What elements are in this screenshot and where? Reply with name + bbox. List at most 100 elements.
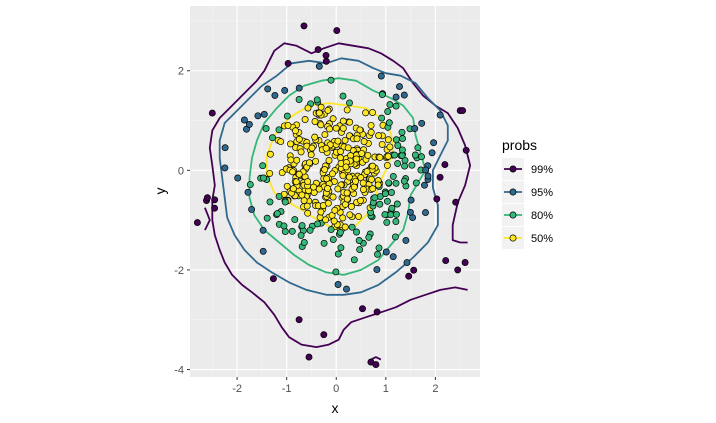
data-point: [297, 148, 305, 156]
data-point: [330, 217, 338, 225]
legend-title: probs: [502, 137, 537, 153]
data-point: [295, 316, 303, 324]
data-point: [260, 174, 267, 182]
data-point: [389, 253, 397, 261]
x-tick-label: 0: [333, 383, 339, 395]
data-point: [322, 57, 330, 65]
data-point: [301, 116, 309, 123]
data-point: [320, 331, 328, 339]
data-point: [385, 119, 393, 127]
contour-line-95pct: [218, 57, 449, 296]
y-tick-label: -2: [174, 265, 184, 277]
data-point: [373, 308, 381, 316]
data-point: [266, 198, 274, 206]
data-point: [339, 117, 347, 125]
contour-layer: [204, 42, 471, 361]
data-point: [381, 190, 389, 198]
data-point: [259, 247, 267, 255]
data-point: [386, 143, 394, 151]
data-point: [284, 59, 292, 67]
data-point: [203, 194, 211, 202]
data-point: [367, 121, 375, 129]
legend: probs 99% 95% 80% 50%: [502, 137, 553, 249]
data-point: [234, 174, 242, 182]
y-tick-label: 0: [178, 165, 184, 177]
data-point: [324, 106, 332, 114]
data-point: [356, 246, 364, 254]
data-point: [393, 200, 401, 208]
data-point: [288, 227, 296, 235]
x-axis-title: x: [332, 400, 339, 416]
contour-line-99pct: [370, 356, 382, 361]
data-point: [398, 146, 406, 154]
data-point: [391, 151, 399, 159]
data-point: [436, 111, 444, 119]
data-point: [266, 169, 274, 177]
data-point: [337, 148, 345, 156]
data-point: [308, 144, 316, 152]
data-point: [356, 126, 364, 134]
data-point: [332, 124, 340, 132]
data-point: [322, 144, 330, 152]
data-point: [291, 216, 299, 224]
data-point: [352, 155, 360, 163]
data-point: [407, 196, 415, 204]
data-point: [393, 210, 400, 218]
data-point: [357, 197, 364, 205]
contour-line-99pct: [204, 207, 211, 231]
data-point: [339, 214, 347, 222]
data-point: [405, 272, 413, 280]
data-point: [353, 135, 361, 143]
data-point: [306, 226, 314, 234]
data-point: [329, 115, 337, 123]
data-point: [359, 305, 366, 313]
data-point: [339, 124, 347, 132]
data-point: [314, 46, 322, 54]
legend-key-point: [509, 234, 517, 242]
data-point: [312, 157, 320, 165]
legend-label: 95%: [531, 187, 553, 199]
data-point: [382, 248, 390, 256]
data-point: [383, 197, 391, 205]
data-point: [321, 166, 329, 174]
data-point: [321, 131, 329, 139]
data-point: [392, 136, 400, 144]
data-point: [211, 196, 219, 204]
data-point: [193, 219, 201, 227]
data-point: [317, 103, 325, 111]
data-point: [386, 101, 394, 109]
data-point: [428, 149, 436, 157]
data-point: [325, 157, 333, 164]
data-point: [430, 139, 438, 147]
data-point: [317, 208, 325, 216]
data-point: [269, 134, 276, 142]
data-point: [298, 222, 306, 230]
data-point: [320, 239, 328, 247]
data-point: [248, 205, 256, 213]
data-point: [373, 266, 381, 274]
data-point: [283, 112, 291, 120]
panel-background: [190, 6, 480, 377]
data-point: [348, 223, 356, 231]
data-point: [329, 193, 337, 201]
data-point: [359, 186, 367, 193]
data-point: [281, 228, 289, 235]
data-point: [326, 125, 333, 133]
data-point: [281, 86, 289, 94]
data-point: [441, 161, 449, 169]
y-axis-title: y: [152, 188, 168, 195]
legend-key-point: [509, 211, 517, 219]
data-point: [346, 118, 354, 126]
data-point: [343, 106, 351, 114]
x-tick-label: 1: [383, 383, 389, 395]
data-point: [341, 223, 349, 231]
data-point: [369, 185, 377, 193]
data-point: [313, 96, 321, 104]
data-point: [369, 162, 376, 170]
legend-label: 80%: [531, 210, 553, 222]
data-point: [391, 233, 399, 241]
data-point: [292, 127, 299, 135]
data-point: [400, 91, 408, 99]
data-point: [331, 206, 339, 214]
